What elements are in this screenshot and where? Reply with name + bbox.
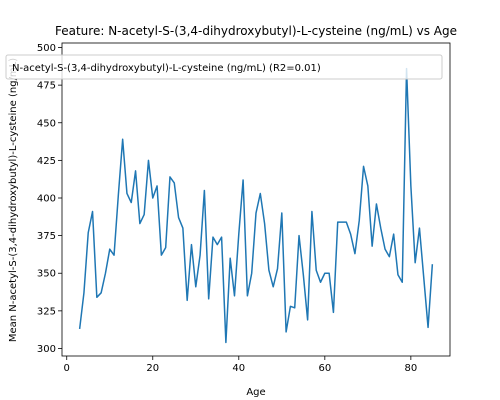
x-axis-label: Age	[246, 387, 265, 398]
x-tick-label: 20	[146, 363, 159, 374]
y-tick-label: 400	[37, 193, 56, 204]
x-tick-label: 0	[64, 363, 70, 374]
x-tick-label: 60	[318, 363, 331, 374]
legend: N-acetyl-S-(3,4-dihydroxybutyl)-L-cystei…	[5, 54, 443, 80]
y-tick-label: 300	[37, 344, 56, 355]
x-tick-label: 80	[404, 363, 417, 374]
y-tick-label: 450	[37, 118, 56, 129]
y-tick-label: 425	[37, 156, 56, 167]
legend-box	[5, 54, 443, 80]
plot-area: 0 20 40 60 80 300 325 350 375 400 425 450 475 500	[37, 42, 451, 374]
y-tick-label: 475	[37, 81, 56, 92]
x-tick-label: 40	[232, 363, 245, 374]
legend-label: N-acetyl-S-(3,4-dihydroxybutyl)-L-cystei…	[12, 63, 321, 74]
series-line-0	[78, 67, 434, 344]
y-tick-label: 350	[37, 269, 56, 280]
y-tick-label: 500	[37, 43, 56, 54]
y-axis-label: Mean N-acetyl-S-(3,4-dihydroxybutyl)-L-c…	[8, 58, 19, 342]
chart-title: Feature: N-acetyl-S-(3,4-dihydroxybutyl)…	[55, 24, 457, 38]
y-tick-label: 325	[37, 306, 56, 317]
y-tick-label: 375	[37, 231, 56, 242]
axes-frame	[61, 42, 451, 357]
